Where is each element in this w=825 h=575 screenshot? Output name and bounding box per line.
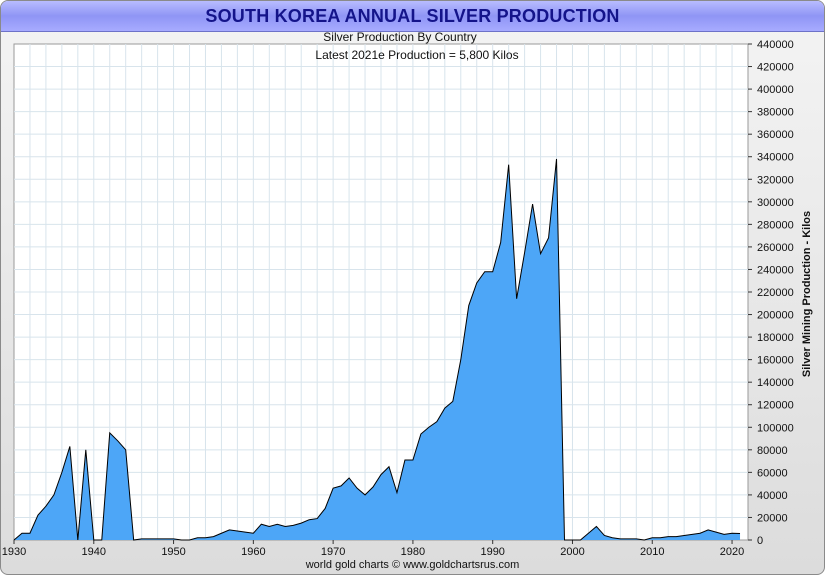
x-tick-label: 2010 [640,546,664,558]
y-tick-label: 60000 [757,467,788,479]
y-tick-label: 220000 [757,287,794,299]
x-tick-label: 1950 [161,546,185,558]
y-tick-label: 20000 [757,512,788,524]
x-tick-label: 1980 [401,546,425,558]
y-tick-label: 200000 [757,310,794,322]
series-layer [13,158,741,541]
y-tick-label: 0 [757,535,763,547]
chart-subtitle-2: Latest 2021e Production = 5,800 Kilos [315,48,518,62]
y-tick-label: 260000 [757,242,794,254]
y-axis-label: Silver Mining Production - Kilos [801,211,813,377]
chart-main-title: SOUTH KOREA ANNUAL SILVER PRODUCTION [205,6,620,26]
y-axis-ticks: 0 20000 40000 60000 80000 100000 120000 140000 1… [748,39,794,547]
y-tick-label: 300000 [757,197,794,209]
x-tick-label: 1930 [2,546,26,558]
y-tick-label: 40000 [757,490,788,502]
y-tick-label: 140000 [757,377,794,389]
y-tick-label: 320000 [757,174,794,186]
y-tick-label: 180000 [757,332,794,344]
title-bar: SOUTH KOREA ANNUAL SILVER PRODUCTION [1,1,824,32]
x-axis-ticks: 1930 1940 1950 1960 1970 1980 1990 2000 2010 2020 [2,540,744,558]
y-tick-label: 420000 [757,62,794,74]
x-tick-label: 1940 [82,546,106,558]
series-line [13,158,741,541]
chart-subtitle-1: Silver Production By Country [323,30,476,44]
x-tick-label: 2020 [720,546,744,558]
x-tick-label: 1960 [241,546,265,558]
y-tick-label: 440000 [757,39,794,51]
y-tick-label: 380000 [757,107,794,119]
footer-credit: world gold charts © www.goldchartsrus.co… [305,559,520,571]
y-tick-label: 360000 [757,129,794,141]
y-tick-label: 280000 [757,219,794,231]
y-tick-label: 340000 [757,152,794,164]
y-tick-label: 100000 [757,422,794,434]
y-tick-label: 80000 [757,445,788,457]
y-tick-label: 160000 [757,355,794,367]
y-tick-label: 400000 [757,84,794,96]
x-tick-label: 2000 [560,546,584,558]
x-tick-label: 1970 [321,546,345,558]
x-tick-label: 1990 [480,546,504,558]
y-tick-label: 240000 [757,264,794,276]
y-tick-label: 120000 [757,400,794,412]
